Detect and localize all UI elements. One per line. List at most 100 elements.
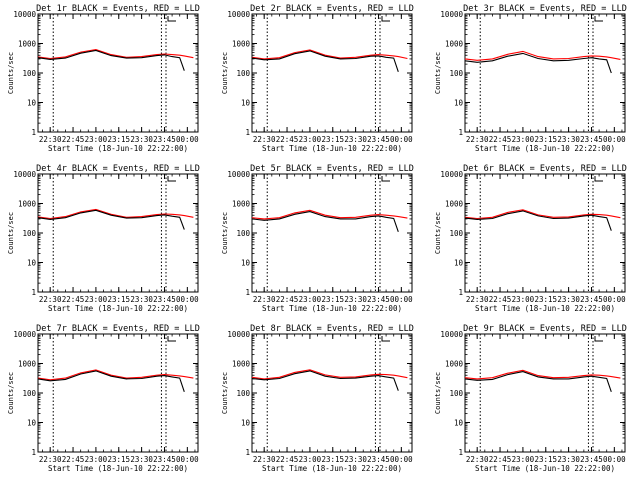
detector-panel-9: Det 9r BLACK = Events, RED = LLD 1 10 100 10…: [434, 324, 627, 473]
y-axis-label: Counts/sec: [434, 52, 442, 94]
y-tick-label: 10000: [440, 330, 463, 339]
x-tick-label: 00:00: [176, 455, 199, 464]
plot-frame: [251, 13, 413, 133]
y-tick-label: 10000: [227, 330, 250, 339]
lld-series-line: [251, 49, 408, 60]
x-tick-label: 00:00: [390, 135, 413, 144]
y-tick-label: 1: [245, 288, 250, 297]
x-tick-label: 00:00: [603, 135, 626, 144]
x-tick-label: 22:45: [62, 295, 85, 304]
lld-series-line: [251, 369, 408, 380]
x-tick-label: 23:45: [580, 135, 603, 144]
panel-title: Det 4r BLACK = Events, RED = LLD: [36, 164, 200, 174]
panel-title: Det 5r BLACK = Events, RED = LLD: [250, 164, 414, 174]
plot-frame: [464, 13, 626, 133]
x-tick-label: 23:45: [153, 455, 176, 464]
y-tick-label: 10000: [13, 10, 36, 19]
y-axis-label: Counts/sec: [221, 52, 229, 94]
x-tick-label: 22:45: [62, 135, 85, 144]
detector-panel-2: Det 2r BLACK = Events, RED = LLD 1 10 100 10…: [221, 4, 414, 153]
x-tick-label: 00:00: [390, 295, 413, 304]
detector-panel-6: Det 6r BLACK = Events, RED = LLD 1 10 100 10…: [434, 164, 627, 313]
y-tick-label: 100: [236, 389, 250, 398]
y-tick-label: 10000: [227, 170, 250, 179]
x-tick-label: 23:45: [367, 455, 390, 464]
y-tick-label: 1: [458, 128, 463, 137]
x-tick-label: 00:00: [176, 295, 199, 304]
legend-marker: [167, 336, 176, 342]
x-tick-label: 22:30: [39, 295, 62, 304]
x-tick-label: 23:00: [299, 455, 322, 464]
detector-panel-1: Det 1r BLACK = Events, RED = LLD 1 10 100 10…: [7, 4, 200, 153]
x-tick-label: 22:30: [466, 135, 489, 144]
x-tick-label: 23:30: [344, 295, 367, 304]
legend-marker: [167, 176, 176, 182]
legend-marker: [594, 176, 603, 182]
legend-marker: [381, 176, 390, 182]
x-tick-label: 23:15: [107, 295, 130, 304]
y-tick-label: 100: [22, 389, 36, 398]
y-tick-label: 1: [31, 128, 36, 137]
y-tick-label: 1000: [18, 200, 37, 209]
y-tick-label: 1000: [18, 40, 37, 49]
x-tick-label: 22:45: [489, 135, 512, 144]
y-tick-label: 10000: [13, 170, 36, 179]
y-tick-label: 10: [454, 99, 464, 108]
y-tick-label: 100: [22, 69, 36, 78]
x-axis-label: Start Time (18-Jun-10 22:22:00): [475, 464, 615, 473]
x-tick-label: 00:00: [603, 455, 626, 464]
y-axis-label: Counts/sec: [434, 212, 442, 254]
y-tick-label: 1000: [445, 360, 464, 369]
x-axis-label: Start Time (18-Jun-10 22:22:00): [475, 144, 615, 153]
x-tick-label: 22:45: [276, 135, 299, 144]
y-tick-label: 1: [245, 448, 250, 457]
x-tick-label: 22:45: [489, 455, 512, 464]
y-tick-label: 100: [236, 229, 250, 238]
x-tick-label: 23:30: [130, 295, 153, 304]
x-tick-label: 23:15: [107, 455, 130, 464]
x-tick-label: 00:00: [176, 135, 199, 144]
y-tick-label: 10: [454, 259, 464, 268]
x-tick-label: 23:45: [153, 295, 176, 304]
x-tick-label: 23:30: [130, 455, 153, 464]
y-tick-label: 10: [241, 419, 251, 428]
detector-panel-5: Det 5r BLACK = Events, RED = LLD 1 10 100 10…: [221, 164, 414, 313]
lld-series-line: [464, 369, 621, 380]
y-tick-label: 10: [454, 419, 464, 428]
y-tick-label: 10000: [440, 170, 463, 179]
x-axis-label: Start Time (18-Jun-10 22:22:00): [475, 304, 615, 313]
x-axis-label: Start Time (18-Jun-10 22:22:00): [262, 464, 402, 473]
y-tick-label: 1: [245, 128, 250, 137]
detector-panel-3: Det 3r BLACK = Events, RED = LLD 1 10 100 10…: [434, 4, 627, 153]
x-tick-label: 23:00: [299, 295, 322, 304]
y-tick-label: 1000: [18, 360, 37, 369]
x-tick-label: 23:15: [534, 135, 557, 144]
y-tick-label: 10: [27, 259, 37, 268]
y-axis-label: Counts/sec: [221, 212, 229, 254]
y-tick-label: 10: [241, 259, 251, 268]
detector-panel-8: Det 8r BLACK = Events, RED = LLD 1 10 100 10…: [221, 324, 414, 473]
x-tick-label: 00:00: [390, 455, 413, 464]
y-tick-label: 1000: [445, 40, 464, 49]
x-tick-label: 22:45: [489, 295, 512, 304]
x-tick-label: 22:45: [276, 455, 299, 464]
panel-title: Det 1r BLACK = Events, RED = LLD: [36, 4, 200, 14]
x-tick-label: 23:45: [367, 295, 390, 304]
x-tick-label: 23:00: [512, 295, 535, 304]
x-axis-label: Start Time (18-Jun-10 22:22:00): [262, 144, 402, 153]
lld-series-line: [464, 50, 621, 61]
x-axis-label: Start Time (18-Jun-10 22:22:00): [48, 464, 188, 473]
x-tick-label: 00:00: [603, 295, 626, 304]
x-tick-label: 22:30: [466, 295, 489, 304]
x-tick-label: 23:30: [557, 135, 580, 144]
plot-frame: [37, 333, 199, 453]
panel-title: Det 2r BLACK = Events, RED = LLD: [250, 4, 414, 14]
plot-frame: [251, 333, 413, 453]
lld-series-line: [37, 49, 194, 60]
x-tick-label: 22:30: [39, 135, 62, 144]
x-tick-label: 23:45: [580, 295, 603, 304]
x-tick-label: 23:00: [299, 135, 322, 144]
plot-frame: [37, 173, 199, 293]
